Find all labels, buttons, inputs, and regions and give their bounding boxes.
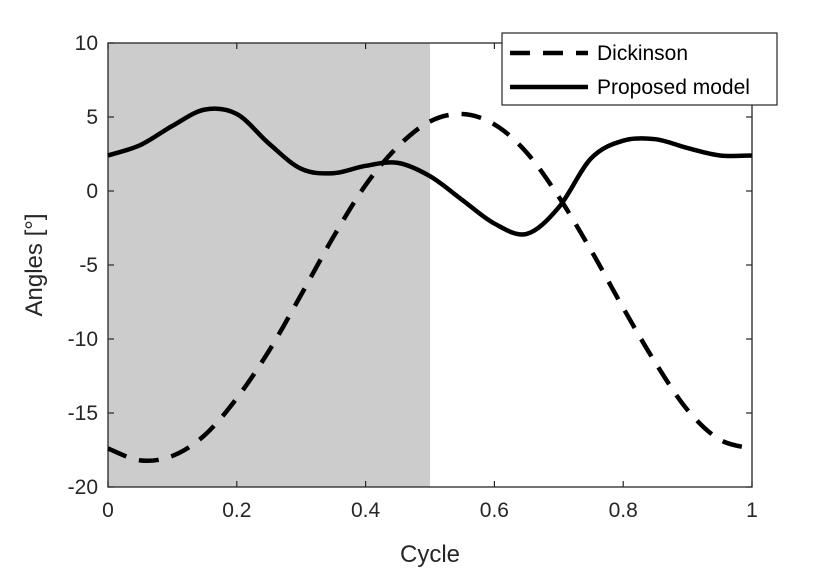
y-tick-label: 5 bbox=[86, 106, 98, 129]
plot-area: 0 0.2 0.4 0.6 0.8 1 -20 -15 -10 -5 0 5 10 Cycle Angles… bbox=[21, 32, 758, 568]
y-tick-label: 10 bbox=[75, 32, 98, 55]
shaded-region bbox=[108, 43, 430, 487]
x-tick-label: 0.8 bbox=[609, 499, 638, 522]
x-tick-label: 0.4 bbox=[351, 499, 381, 522]
y-tick-label: -10 bbox=[68, 328, 98, 351]
y-tick-label: 0 bbox=[86, 180, 98, 203]
legend-label: Proposed model bbox=[597, 76, 750, 99]
y-tick-label: -20 bbox=[68, 476, 98, 499]
x-tick-label: 0.6 bbox=[480, 499, 509, 522]
x-tick-label: 0 bbox=[102, 499, 114, 522]
y-tick-label: -15 bbox=[68, 402, 98, 425]
legend: Dickinson Proposed model bbox=[502, 33, 777, 105]
x-tick-label: 1 bbox=[746, 499, 758, 522]
y-tick-label: -5 bbox=[79, 254, 98, 277]
x-axis-title: Cycle bbox=[400, 541, 460, 568]
x-tick-label: 0.2 bbox=[222, 499, 251, 522]
angles-chart: 0 0.2 0.4 0.6 0.8 1 -20 -15 -10 -5 0 5 10 Cycle Angles… bbox=[0, 0, 830, 572]
legend-label: Dickinson bbox=[597, 42, 688, 65]
y-axis-title: Angles [°] bbox=[21, 214, 48, 317]
